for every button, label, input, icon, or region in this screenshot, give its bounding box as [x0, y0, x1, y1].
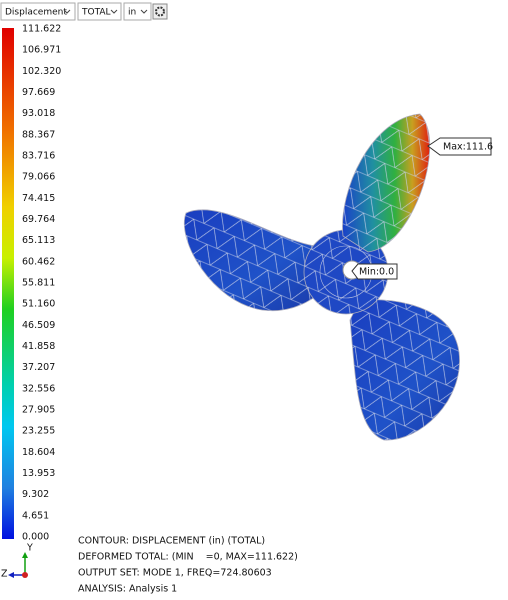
component-dropdown-label: TOTAL	[81, 8, 111, 18]
legend-label: 93.018	[22, 108, 55, 119]
dropdown-arrow	[140, 9, 148, 14]
legend-label: 4.651	[22, 510, 49, 521]
legend-label: 0.000	[22, 532, 49, 543]
axis-triad: Y Z	[1, 543, 33, 580]
mesh	[350, 299, 460, 441]
legend-label: 102.320	[22, 66, 61, 77]
units-dropdown-label: in	[128, 8, 136, 18]
legend-label: 18.604	[22, 447, 55, 458]
legend-label: 111.622	[22, 24, 61, 35]
y-axis-label: Y	[26, 543, 33, 554]
dropdown-arrow	[63, 9, 71, 14]
legend-label: 97.669	[22, 87, 55, 98]
arrowhead	[8, 572, 14, 578]
arrowhead	[22, 552, 28, 558]
legend-label: 69.764	[22, 214, 55, 225]
info-line: DEFORMED TOTAL: (MIN =0, MAX=111.622)	[78, 552, 298, 563]
legend-label: 27.905	[22, 405, 55, 416]
toolbar: Displacement TOTAL in	[0, 2, 168, 21]
result-dropdown-label: Displacement	[5, 8, 67, 18]
legend-label: 51.160	[22, 299, 55, 310]
legend-label: 83.716	[22, 151, 55, 162]
z-axis-label: Z	[1, 569, 8, 580]
component-dropdown[interactable]	[77, 2, 122, 21]
gear-icon	[155, 6, 165, 17]
max-label: Max:111.6	[443, 142, 493, 153]
legend-label: 41.858	[22, 341, 55, 352]
info-line: ANALYSIS: Analysis 1	[78, 584, 177, 595]
info-text: CONTOUR: DISPLACEMENT (in) (TOTAL) DEFORM…	[78, 536, 298, 595]
min-annotation: Min:0.0	[351, 263, 398, 280]
info-line: CONTOUR: DISPLACEMENT (in) (TOTAL)	[78, 536, 265, 547]
legend-label: 37.207	[22, 362, 55, 373]
dropdown-arrow	[110, 9, 118, 14]
legend-labels: 111.622 106.971 102.320 97.669 93.018 88.367 8…	[22, 24, 61, 543]
propeller-model	[184, 113, 460, 441]
legend-label: 23.255	[22, 426, 55, 437]
legend-label: 32.556	[22, 383, 55, 394]
settings-button[interactable]	[152, 3, 168, 20]
color-scale	[2, 28, 14, 539]
legend-label: 74.415	[22, 193, 55, 204]
legend-label: 46.509	[22, 320, 55, 331]
callout	[427, 137, 492, 156]
legend-label: 55.811	[22, 278, 55, 289]
units-dropdown[interactable]	[123, 2, 152, 21]
legend-label: 13.953	[22, 468, 55, 479]
legend-label: 65.113	[22, 235, 55, 246]
mesh	[184, 209, 324, 311]
x-axis-dot	[22, 572, 28, 578]
legend-label: 106.971	[22, 45, 61, 56]
legend-label: 79.066	[22, 172, 55, 183]
legend-label: 9.302	[22, 489, 49, 500]
min-label: Min:0.0	[359, 267, 394, 278]
max-annotation: Max:111.6	[427, 137, 493, 156]
result-dropdown[interactable]	[0, 2, 76, 21]
mesh	[342, 114, 430, 252]
legend-label: 88.367	[22, 129, 55, 140]
info-line: OUTPUT SET: MODE 1, FREQ=724.80603	[78, 568, 272, 579]
callout	[351, 263, 398, 280]
legend-label: 60.462	[22, 256, 55, 267]
